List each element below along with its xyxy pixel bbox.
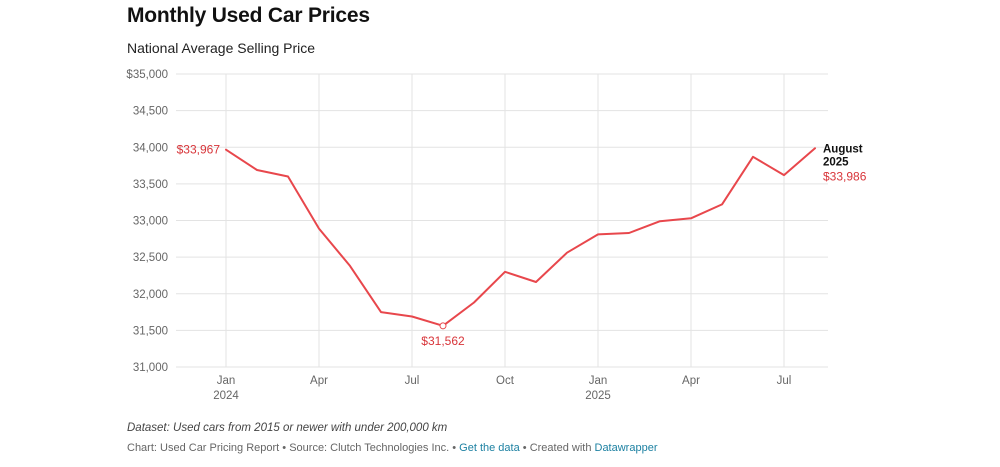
data-point — [410, 314, 415, 319]
x-tick-year-label: 2025 — [585, 390, 611, 402]
credit-created-with: Created with — [529, 442, 595, 454]
credit-chart: Chart: Used Car Pricing Report — [127, 442, 280, 454]
data-point — [689, 216, 694, 221]
data-point — [255, 167, 260, 172]
chart-subtitle: National Average Selling Price — [127, 40, 316, 56]
x-axis: Jan 2024 Apr Jul Oct Jan 2025 Apr Jul — [213, 375, 791, 402]
x-tick-label: Jan — [217, 375, 236, 387]
end-value-label: $33,986 — [823, 169, 867, 183]
x-tick-label: Jan — [589, 375, 608, 387]
chart-credits: Chart: Used Car Pricing Report • Source:… — [127, 442, 657, 454]
data-point — [286, 174, 291, 179]
data-point — [627, 230, 632, 235]
price-series-line — [225, 147, 816, 327]
credit-source: Source: Clutch Technologies Inc. — [289, 442, 450, 454]
x-tick-label: Jul — [405, 375, 420, 387]
x-tick-label: Oct — [496, 375, 515, 387]
x-tick-label: Apr — [310, 375, 328, 387]
data-point — [565, 250, 570, 255]
data-point — [348, 263, 353, 268]
datawrapper-link[interactable]: Datawrapper — [594, 442, 658, 454]
credit-separator: • — [449, 442, 460, 454]
y-tick-label: 31,500 — [133, 325, 168, 337]
data-point — [317, 226, 322, 231]
get-the-data-link[interactable]: Get the data — [459, 442, 520, 454]
data-point — [720, 202, 725, 207]
series-layer — [224, 146, 818, 327]
min-value-label: $31,562 — [421, 334, 465, 348]
start-value-label: $33,967 — [177, 143, 221, 157]
data-point — [751, 154, 756, 159]
data-point — [782, 173, 787, 178]
data-point — [472, 300, 477, 305]
y-tick-label: 34,500 — [133, 106, 168, 118]
data-point — [503, 269, 508, 274]
vertical-gridlines — [225, 74, 785, 367]
end-date-label: August — [823, 143, 863, 155]
x-tick-label: Apr — [682, 375, 700, 387]
data-point — [596, 232, 601, 237]
data-point — [813, 146, 818, 151]
y-tick-label: 33,500 — [133, 179, 168, 191]
x-tick-year-label: 2024 — [213, 390, 239, 402]
credit-separator: • — [519, 442, 530, 454]
dataset-footnote: Dataset: Used cars from 2015 or newer wi… — [127, 422, 448, 434]
x-tick-label: Jul — [777, 375, 792, 387]
y-tick-label: 32,500 — [133, 252, 168, 264]
y-tick-label: 33,000 — [133, 216, 168, 228]
credit-separator: • — [279, 442, 290, 454]
min-point-marker — [439, 322, 447, 330]
end-date-label: 2025 — [823, 156, 849, 168]
data-point — [379, 310, 384, 315]
data-point — [224, 147, 229, 152]
chart-title: Monthly Used Car Prices — [127, 4, 370, 27]
data-point — [658, 219, 663, 224]
y-tick-label: 32,000 — [133, 289, 168, 301]
horizontal-gridlines — [176, 73, 828, 368]
y-tick-label: 31,000 — [133, 362, 168, 374]
y-axis: $35,000 34,500 34,000 33,500 33,000 32,500 32,… — [126, 69, 168, 374]
y-tick-label: 34,000 — [133, 142, 168, 154]
y-tick-label: $35,000 — [126, 69, 168, 81]
data-point — [534, 280, 539, 285]
